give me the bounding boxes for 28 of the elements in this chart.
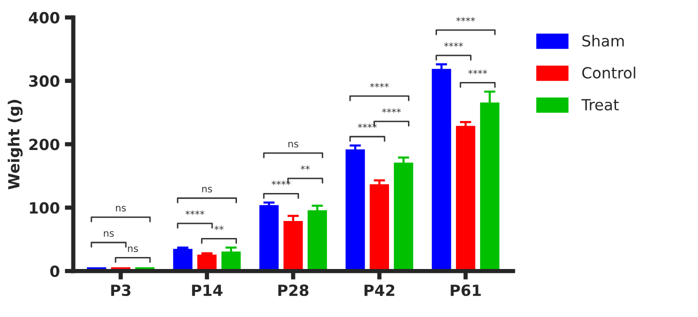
annotation: ns: [202, 186, 212, 192]
x-tick-label: P61: [450, 284, 481, 296]
x-tick-label: P3: [111, 284, 130, 296]
legend-label: Treat: [581, 99, 619, 110]
y-tick-label: 200: [29, 138, 60, 150]
annotation: ****: [382, 108, 401, 113]
y-tick-label: 300: [29, 75, 60, 87]
y-axis-title: Weight (g): [8, 100, 23, 190]
x-tick-label: P42: [364, 284, 394, 296]
legend-label: Control: [582, 66, 636, 79]
annotation: ****: [468, 70, 488, 74]
annotation: ns: [288, 142, 298, 148]
annotation: **: [300, 165, 310, 170]
annotation: ns: [104, 231, 114, 237]
annotation: ****: [444, 42, 463, 47]
x-tick-label: P14: [192, 284, 222, 296]
annotation: ns: [128, 246, 138, 252]
y-tick-label: 100: [30, 202, 60, 214]
annotation: ****: [456, 17, 476, 22]
annotation: ns: [116, 206, 126, 212]
legend-label: Sham: [582, 34, 624, 47]
annotation: ****: [358, 124, 377, 128]
y-tick-label: 400: [28, 12, 60, 24]
x-tick-label: P28: [278, 284, 308, 296]
annotation: ****: [370, 83, 389, 88]
annotation: ****: [185, 210, 204, 215]
y-tick-label: 0: [50, 266, 60, 278]
annotation: **: [214, 226, 224, 230]
